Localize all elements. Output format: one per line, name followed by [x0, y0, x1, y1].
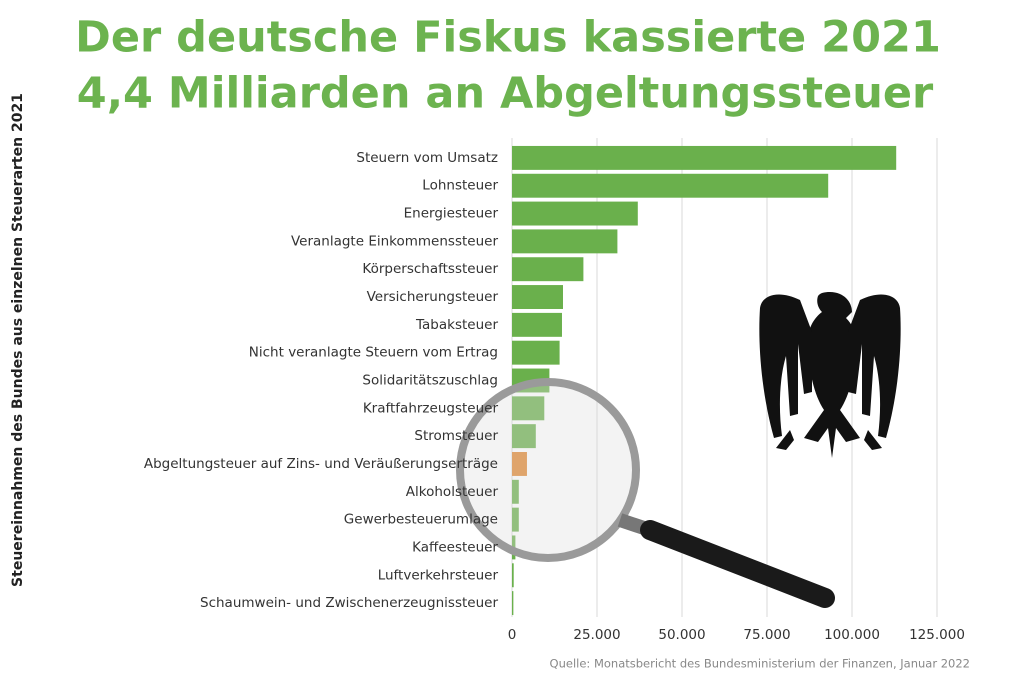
- magnifier-icon: [456, 378, 835, 608]
- bar: [512, 452, 527, 476]
- eagle-icon: [759, 292, 901, 458]
- bar: [512, 257, 584, 282]
- y-tick-label: Steuern vom Umsatz: [356, 150, 498, 166]
- bar: [512, 396, 545, 421]
- x-tick-label: 50.000: [658, 627, 705, 643]
- y-tick-label: Versicherungsteuer: [367, 289, 499, 305]
- bar: [512, 424, 536, 449]
- y-tick-label: Kraftfahrzeugsteuer: [363, 400, 499, 416]
- bar: [512, 201, 638, 226]
- y-tick-label: Alkoholsteuer: [406, 484, 499, 500]
- bar: [512, 145, 897, 170]
- y-tick-label: Energiesteuer: [404, 206, 499, 222]
- bar: [512, 563, 514, 588]
- y-tick-label: Kaffeesteuer: [412, 539, 498, 555]
- x-tick-label: 100.000: [824, 627, 880, 643]
- x-tick-label: 0: [508, 627, 517, 643]
- y-tick-label: Abgeltungsteuer auf Zins- und Veräußerun…: [144, 456, 498, 472]
- y-tick-label: Veranlagte Einkommenssteuer: [291, 233, 498, 249]
- y-tick-label: Solidaritätszuschlag: [362, 373, 498, 389]
- chart-title: Der deutsche Fiskus kassierte 2021: [75, 13, 941, 63]
- source: Quelle: Monatsbericht des Bundesminister…: [550, 657, 970, 671]
- bar: [512, 312, 562, 337]
- y-tick-label: Schaumwein- und Zwischenerzeugnissteuer: [200, 595, 498, 611]
- bar: [512, 507, 519, 532]
- chart-title: 4,4 Milliarden an Abgeltungssteuer: [77, 69, 934, 119]
- bar: [512, 340, 560, 365]
- bar: [512, 479, 519, 504]
- bar: [512, 285, 563, 309]
- y-tick-label: Tabaksteuer: [415, 317, 498, 333]
- y-tick-label: Luftverkehrsteuer: [378, 567, 499, 583]
- x-tick-label: 75.000: [743, 627, 790, 643]
- y-tick-label: Körperschaftssteuer: [362, 261, 498, 277]
- y-tick-label: Lohnsteuer: [422, 178, 498, 194]
- y-axis-label: Steuereinnahmen des Bundes aus einzelnen…: [10, 93, 26, 587]
- x-tick-label: 25.000: [573, 627, 620, 643]
- bar: [512, 591, 514, 616]
- y-tick-label: Gewerbesteuerumlage: [344, 512, 498, 528]
- y-tick-label: Stromsteuer: [414, 428, 498, 444]
- bar: [512, 229, 618, 254]
- bar: [512, 173, 829, 198]
- y-tick-label: Nicht veranlagte Steuern vom Ertrag: [249, 345, 498, 361]
- x-tick-label: 125.000: [909, 627, 965, 643]
